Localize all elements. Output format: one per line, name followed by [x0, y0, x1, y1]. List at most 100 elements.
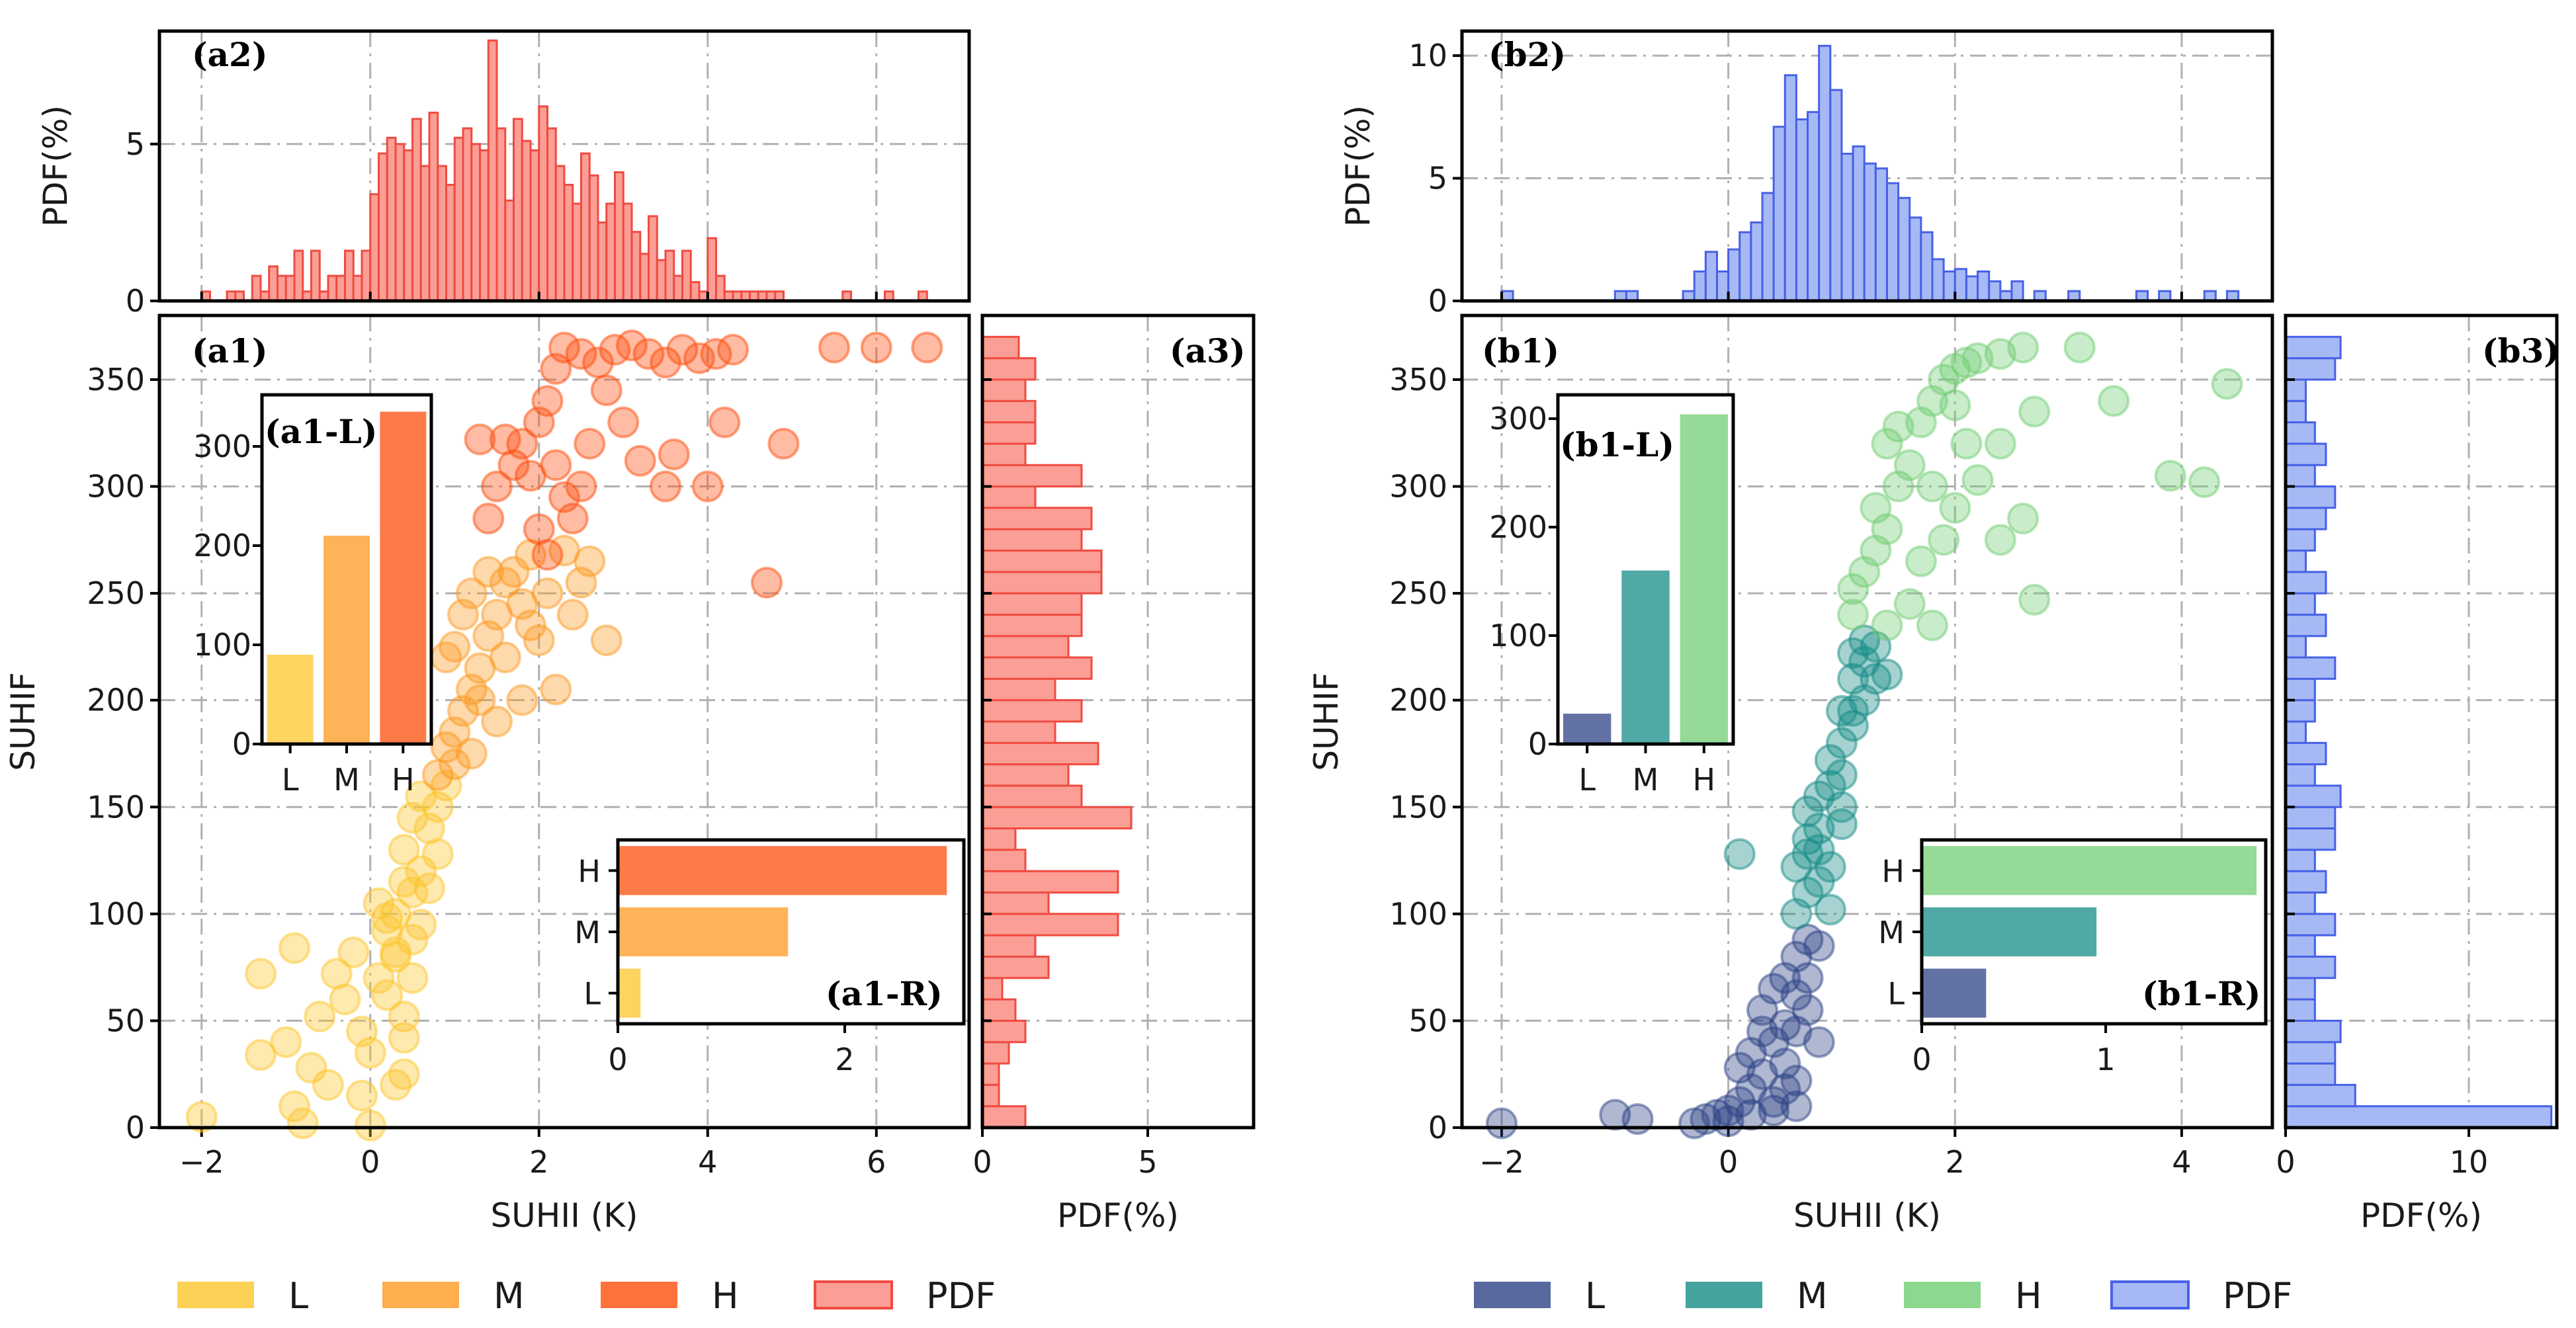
right-hist-bar [2284, 720, 2307, 744]
right-hist-bar [981, 827, 1017, 851]
scatter-point-L [185, 1100, 218, 1133]
top-hist-bar [554, 165, 566, 302]
right-hist-bar [2284, 335, 2342, 360]
scatter-point-H [2018, 583, 2051, 616]
scatter-point-H [624, 444, 656, 477]
scatter-point-L [245, 958, 277, 990]
scatter-point-H [658, 438, 690, 471]
right-hist-bar [2284, 635, 2307, 659]
top-hist-bar [664, 249, 675, 302]
scatter-point-L [1780, 1064, 1813, 1097]
top-hist-bar [428, 111, 439, 302]
scatter-point-H [531, 538, 564, 571]
scatter-point-H [1928, 524, 1960, 556]
scatter-point-L [346, 1079, 378, 1112]
panel-tag: (b2) [1488, 35, 1566, 74]
top-hist-bar [284, 274, 296, 302]
right-hist-bar [981, 549, 1103, 573]
inset-left-bar-L [267, 655, 314, 744]
scatter-point-H [464, 423, 496, 456]
right-hist-x-label: PDF(%) [1057, 1196, 1179, 1235]
x-tick-label: 2 [529, 1144, 548, 1180]
scatter-point-H [691, 470, 724, 503]
scatter-point-H [751, 566, 783, 599]
scatter-point-L [396, 962, 429, 994]
scatter-point-L [388, 1022, 420, 1054]
scatter-point-H [666, 333, 699, 366]
x-tick-label: −2 [179, 1144, 224, 1180]
top-hist-bar [1783, 74, 1797, 302]
inset-left-y-tick-label: 300 [1489, 401, 1547, 436]
inset-left-category: L [282, 762, 299, 798]
scatter-point-H [650, 347, 681, 379]
inset-left-bar-L [1563, 714, 1611, 744]
inset-tag: (a1-R) [826, 974, 943, 1013]
right-hist-bar [981, 1083, 1000, 1108]
scatter-point-H [1916, 470, 1949, 503]
top-hist-bar [1739, 231, 1752, 302]
y-tick-label: 350 [87, 362, 145, 397]
top-hist-bar [1863, 162, 1877, 302]
scatter-point-M [439, 748, 471, 780]
legend-swatch-M [382, 1282, 459, 1308]
y-tick-label: 150 [87, 789, 145, 825]
legend-label: L [1585, 1275, 1605, 1317]
top-hist-bar [1942, 270, 1956, 302]
top-hist-bar [572, 202, 582, 302]
scatter-point-H [531, 385, 564, 417]
top-hist-y-label: PDF(%) [36, 105, 75, 227]
inset-left-bar-M [323, 536, 370, 744]
right-hist-bar [981, 378, 1027, 402]
top-hist-bar [521, 140, 532, 302]
scatter-point-L [270, 1026, 302, 1058]
legend-label: H [712, 1275, 739, 1317]
inset-left-bar-M [1621, 570, 1670, 744]
scatter-point-H [548, 331, 580, 364]
scatter-point-H [1871, 427, 1903, 460]
scatter-point-L [354, 1109, 386, 1141]
x-tick-label: 0 [1719, 1144, 1738, 1180]
scatter-point-H [481, 470, 513, 503]
top-hist-bar [335, 274, 346, 302]
top-hist-bar [378, 152, 388, 302]
scatter-point-H [2063, 331, 2096, 364]
scatter-point-M [430, 731, 462, 763]
top-hist-bar [588, 174, 599, 302]
x-tick-label: 4 [698, 1144, 717, 1180]
top-hist-bar [1704, 251, 1718, 302]
right-hist-bar [2284, 827, 2337, 851]
x-axis-label: SUHII (K) [1793, 1196, 1941, 1235]
top-hist-bar [411, 118, 422, 302]
right-hist-bar [981, 1041, 1010, 1065]
scatter-point-L [1791, 994, 1824, 1026]
scatter-point-M [430, 642, 462, 674]
top-hist-bar [580, 152, 591, 302]
right-hist-bar [981, 892, 1050, 915]
scatter-point-L [1803, 930, 1835, 962]
scatter-point-M [1780, 851, 1813, 883]
inset-left-bar-H [1680, 414, 1729, 744]
y-tick-label: 200 [87, 683, 145, 718]
legend-swatch-L [177, 1282, 254, 1308]
legend-swatch-L [1474, 1282, 1551, 1308]
top-hist-y-tick-label: 5 [1428, 161, 1447, 196]
top-hist-bar [2010, 280, 2024, 302]
scatter-point-M [1814, 893, 1846, 926]
scatter-point-M [1837, 663, 1869, 695]
top-hist-bar [1988, 280, 2002, 302]
scatter-point-M [1791, 838, 1824, 870]
right-hist-bar [981, 806, 1133, 830]
scatter-point-M [531, 577, 564, 610]
right-hist-x-tick-label: 5 [1138, 1144, 1157, 1180]
scatter-point-H [515, 460, 546, 492]
right-hist-bar [981, 507, 1093, 530]
scatter-point-H [489, 423, 521, 456]
inset-right-bar-H [1922, 846, 2257, 895]
top-hist-bar [310, 249, 321, 302]
y-tick-label: 0 [126, 1110, 145, 1145]
inset-right-bar-H [618, 846, 947, 895]
inset-left-category: H [1693, 762, 1716, 798]
right-hist-bar [981, 656, 1093, 680]
top-hist-bar [277, 274, 287, 302]
top-hist-bar [1715, 270, 1730, 302]
